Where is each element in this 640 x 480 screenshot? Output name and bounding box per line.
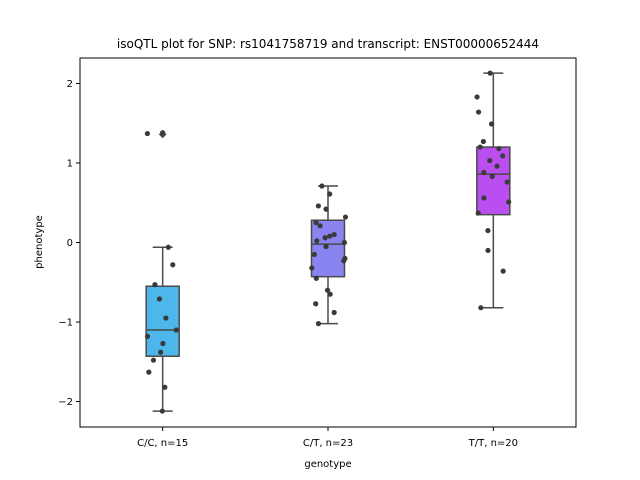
data-point (144, 333, 151, 339)
data-point (500, 153, 506, 159)
data-point (319, 183, 325, 189)
data-point (315, 203, 321, 209)
chart-title: isoQTL plot for SNP: rs1041758719 and tr… (117, 37, 539, 51)
data-point (477, 144, 483, 150)
y-axis: −2 −1 0 1 2 (58, 79, 80, 408)
data-point (152, 282, 158, 288)
data-point (342, 255, 348, 262)
data-point (342, 214, 349, 220)
data-point (315, 321, 322, 327)
data-point (314, 238, 320, 244)
data-point (485, 247, 491, 254)
data-point (489, 173, 495, 180)
y-axis-label: phenotype (34, 215, 45, 269)
y-tick-label: 2 (67, 79, 73, 90)
plot-area (144, 70, 512, 414)
data-point (309, 265, 315, 271)
data-point (474, 94, 480, 100)
data-point (160, 130, 166, 136)
data-point (323, 243, 329, 250)
data-point (159, 408, 165, 414)
data-point (324, 287, 331, 293)
data-point (144, 130, 151, 137)
data-point (506, 199, 512, 205)
data-point (500, 268, 506, 274)
data-point (162, 384, 168, 390)
data-point (170, 262, 176, 268)
data-point (313, 220, 319, 226)
box-group (476, 72, 511, 309)
data-point (327, 291, 333, 297)
data-point (322, 235, 328, 241)
x-axis-label: genotype (304, 459, 351, 470)
box-group (310, 185, 346, 325)
data-point (173, 327, 179, 333)
data-point (150, 357, 157, 363)
x-tick-label: C/C, n=15 (137, 438, 188, 449)
data-point (487, 70, 493, 76)
data-point (475, 210, 481, 216)
data-point (327, 191, 333, 197)
data-point (313, 301, 319, 307)
data-point (323, 206, 329, 212)
data-point (504, 179, 510, 185)
data-point (311, 251, 317, 258)
data-point (160, 340, 166, 347)
data-point (317, 223, 323, 229)
data-point (480, 138, 486, 145)
x-tick-label: C/T, n=23 (303, 438, 353, 449)
data-point (158, 349, 164, 355)
data-point (331, 309, 337, 316)
data-point (496, 146, 502, 152)
data-point (475, 109, 482, 115)
data-point (487, 157, 493, 164)
iqr-box (476, 146, 511, 216)
y-tick-label: 0 (67, 238, 73, 249)
data-point (481, 169, 487, 176)
x-tick-label: T/T, n=20 (468, 438, 518, 449)
data-point (313, 275, 319, 281)
y-tick-label: −1 (58, 318, 73, 329)
data-point (494, 163, 500, 169)
data-point (478, 305, 484, 311)
data-point (485, 227, 491, 234)
data-point (146, 369, 152, 375)
box-group (145, 130, 180, 412)
data-point (163, 315, 169, 321)
y-tick-label: −2 (58, 397, 73, 408)
data-point (481, 195, 487, 201)
y-tick-label: 1 (67, 158, 73, 169)
data-point (165, 244, 171, 250)
x-axis: C/C, n=15 C/T, n=23 T/T, n=20 (137, 427, 518, 449)
data-point (341, 239, 348, 246)
data-point (156, 296, 163, 302)
data-point (331, 231, 337, 238)
iqr-box (310, 219, 346, 278)
data-point (488, 121, 495, 127)
data-point (327, 233, 333, 239)
